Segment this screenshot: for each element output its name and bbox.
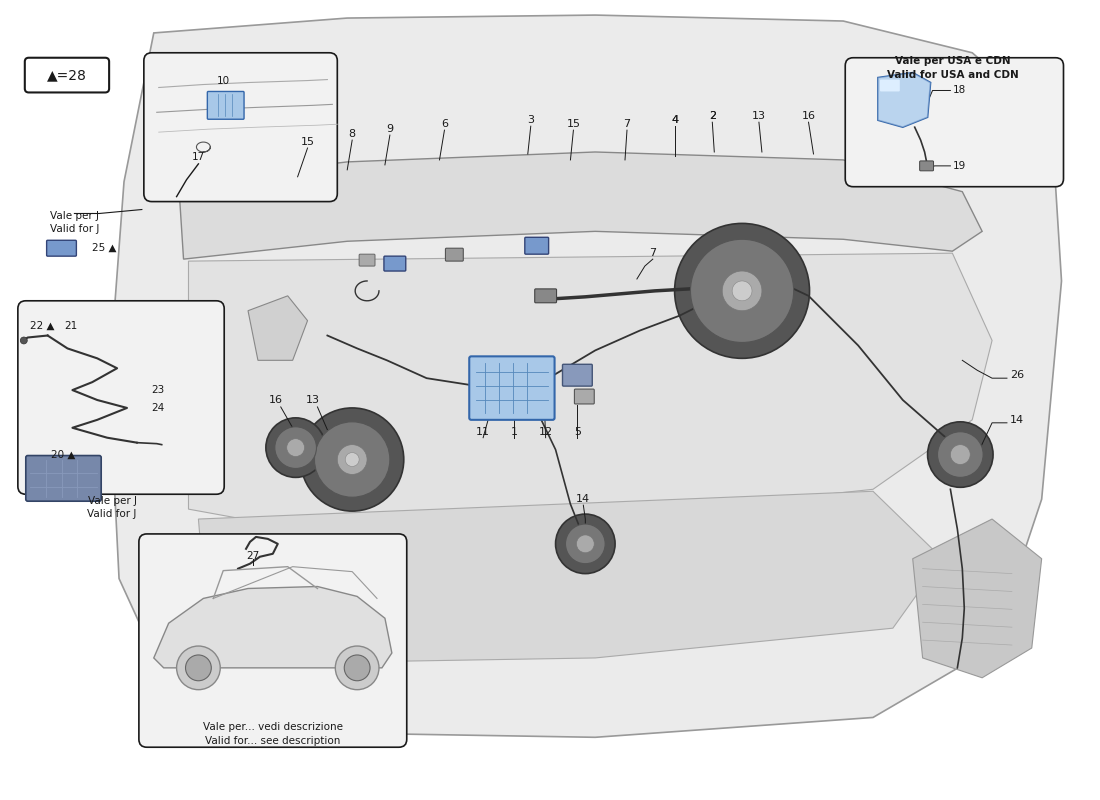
Polygon shape	[913, 519, 1042, 678]
Text: 4: 4	[671, 115, 679, 126]
FancyBboxPatch shape	[25, 455, 101, 501]
Text: 5: 5	[574, 426, 581, 437]
Circle shape	[186, 655, 211, 681]
Circle shape	[336, 646, 380, 690]
FancyBboxPatch shape	[470, 356, 554, 420]
FancyBboxPatch shape	[25, 58, 109, 93]
Text: 19: 19	[953, 161, 966, 171]
Text: 2: 2	[708, 111, 716, 122]
Text: 13: 13	[752, 111, 766, 122]
FancyBboxPatch shape	[207, 91, 244, 119]
Text: 8: 8	[349, 129, 355, 139]
Text: 22 ▲: 22 ▲	[30, 321, 54, 330]
FancyBboxPatch shape	[535, 289, 557, 302]
Circle shape	[344, 655, 370, 681]
Text: 16: 16	[268, 395, 283, 405]
Text: 7: 7	[624, 119, 630, 130]
Text: 23: 23	[151, 385, 164, 395]
FancyBboxPatch shape	[46, 240, 76, 256]
Text: Vale per J: Vale per J	[50, 211, 99, 222]
Circle shape	[345, 453, 359, 466]
Circle shape	[315, 422, 389, 498]
FancyBboxPatch shape	[920, 161, 934, 171]
Polygon shape	[248, 296, 308, 360]
Circle shape	[177, 646, 220, 690]
Text: 13: 13	[306, 395, 319, 405]
Polygon shape	[178, 152, 982, 259]
Text: Valid for J: Valid for J	[50, 224, 99, 234]
Text: 21: 21	[65, 321, 78, 330]
Circle shape	[937, 432, 983, 478]
Polygon shape	[154, 586, 392, 668]
FancyBboxPatch shape	[562, 364, 592, 386]
Text: Valid for USA and CDN: Valid for USA and CDN	[887, 70, 1019, 80]
FancyBboxPatch shape	[384, 256, 406, 271]
Polygon shape	[188, 253, 992, 529]
Circle shape	[565, 524, 605, 564]
Text: 7: 7	[649, 248, 657, 258]
Text: 25 ▲: 25 ▲	[92, 243, 117, 254]
Circle shape	[266, 418, 326, 478]
Text: 27: 27	[246, 550, 260, 561]
Text: ▲=28: ▲=28	[46, 69, 87, 82]
Circle shape	[691, 239, 794, 342]
Text: Vale per... vedi descrizione: Vale per... vedi descrizione	[202, 722, 343, 732]
FancyBboxPatch shape	[845, 58, 1064, 186]
FancyBboxPatch shape	[139, 534, 407, 747]
Text: Vale per J: Vale per J	[88, 496, 136, 506]
Text: 10: 10	[217, 75, 230, 86]
Text: 9: 9	[386, 124, 394, 134]
Text: 24: 24	[151, 403, 164, 413]
Circle shape	[275, 426, 317, 469]
Text: 17: 17	[191, 152, 205, 162]
Text: passion for parts since 1985: passion for parts since 1985	[368, 254, 823, 486]
Text: 1: 1	[510, 426, 517, 437]
Polygon shape	[198, 491, 943, 663]
Circle shape	[674, 223, 810, 358]
Circle shape	[300, 408, 404, 511]
Polygon shape	[878, 73, 931, 127]
Polygon shape	[109, 15, 1062, 738]
Text: Valid for... see description: Valid for... see description	[205, 736, 341, 746]
FancyBboxPatch shape	[880, 79, 900, 91]
Text: 3: 3	[527, 115, 535, 126]
FancyBboxPatch shape	[359, 254, 375, 266]
Text: 6: 6	[441, 119, 448, 130]
Circle shape	[950, 445, 970, 465]
Text: 12: 12	[539, 426, 552, 437]
Circle shape	[338, 445, 367, 474]
Polygon shape	[878, 73, 931, 127]
Circle shape	[556, 514, 615, 574]
Text: 14: 14	[576, 494, 591, 504]
Text: Valid for J: Valid for J	[87, 509, 136, 519]
Text: EUROSPARES: EUROSPARES	[340, 277, 1010, 365]
FancyBboxPatch shape	[574, 389, 594, 404]
FancyBboxPatch shape	[144, 53, 338, 202]
Text: 16: 16	[802, 111, 815, 122]
Text: 14: 14	[1010, 415, 1024, 425]
Text: 15: 15	[300, 137, 315, 147]
Circle shape	[927, 422, 993, 487]
FancyBboxPatch shape	[18, 301, 224, 494]
Text: 18: 18	[953, 86, 966, 95]
Circle shape	[287, 438, 305, 457]
Circle shape	[733, 281, 752, 301]
Text: 26: 26	[1010, 370, 1024, 380]
Circle shape	[20, 337, 28, 344]
FancyBboxPatch shape	[446, 248, 463, 261]
Text: 15: 15	[566, 119, 581, 130]
Circle shape	[723, 271, 762, 310]
Circle shape	[576, 535, 594, 553]
Text: Vale per USA e CDN: Vale per USA e CDN	[894, 56, 1010, 66]
FancyBboxPatch shape	[525, 238, 549, 254]
Text: 4: 4	[671, 115, 679, 126]
Text: 11: 11	[476, 426, 491, 437]
Text: 20 ▲: 20 ▲	[52, 450, 76, 459]
Text: 2: 2	[708, 111, 716, 122]
